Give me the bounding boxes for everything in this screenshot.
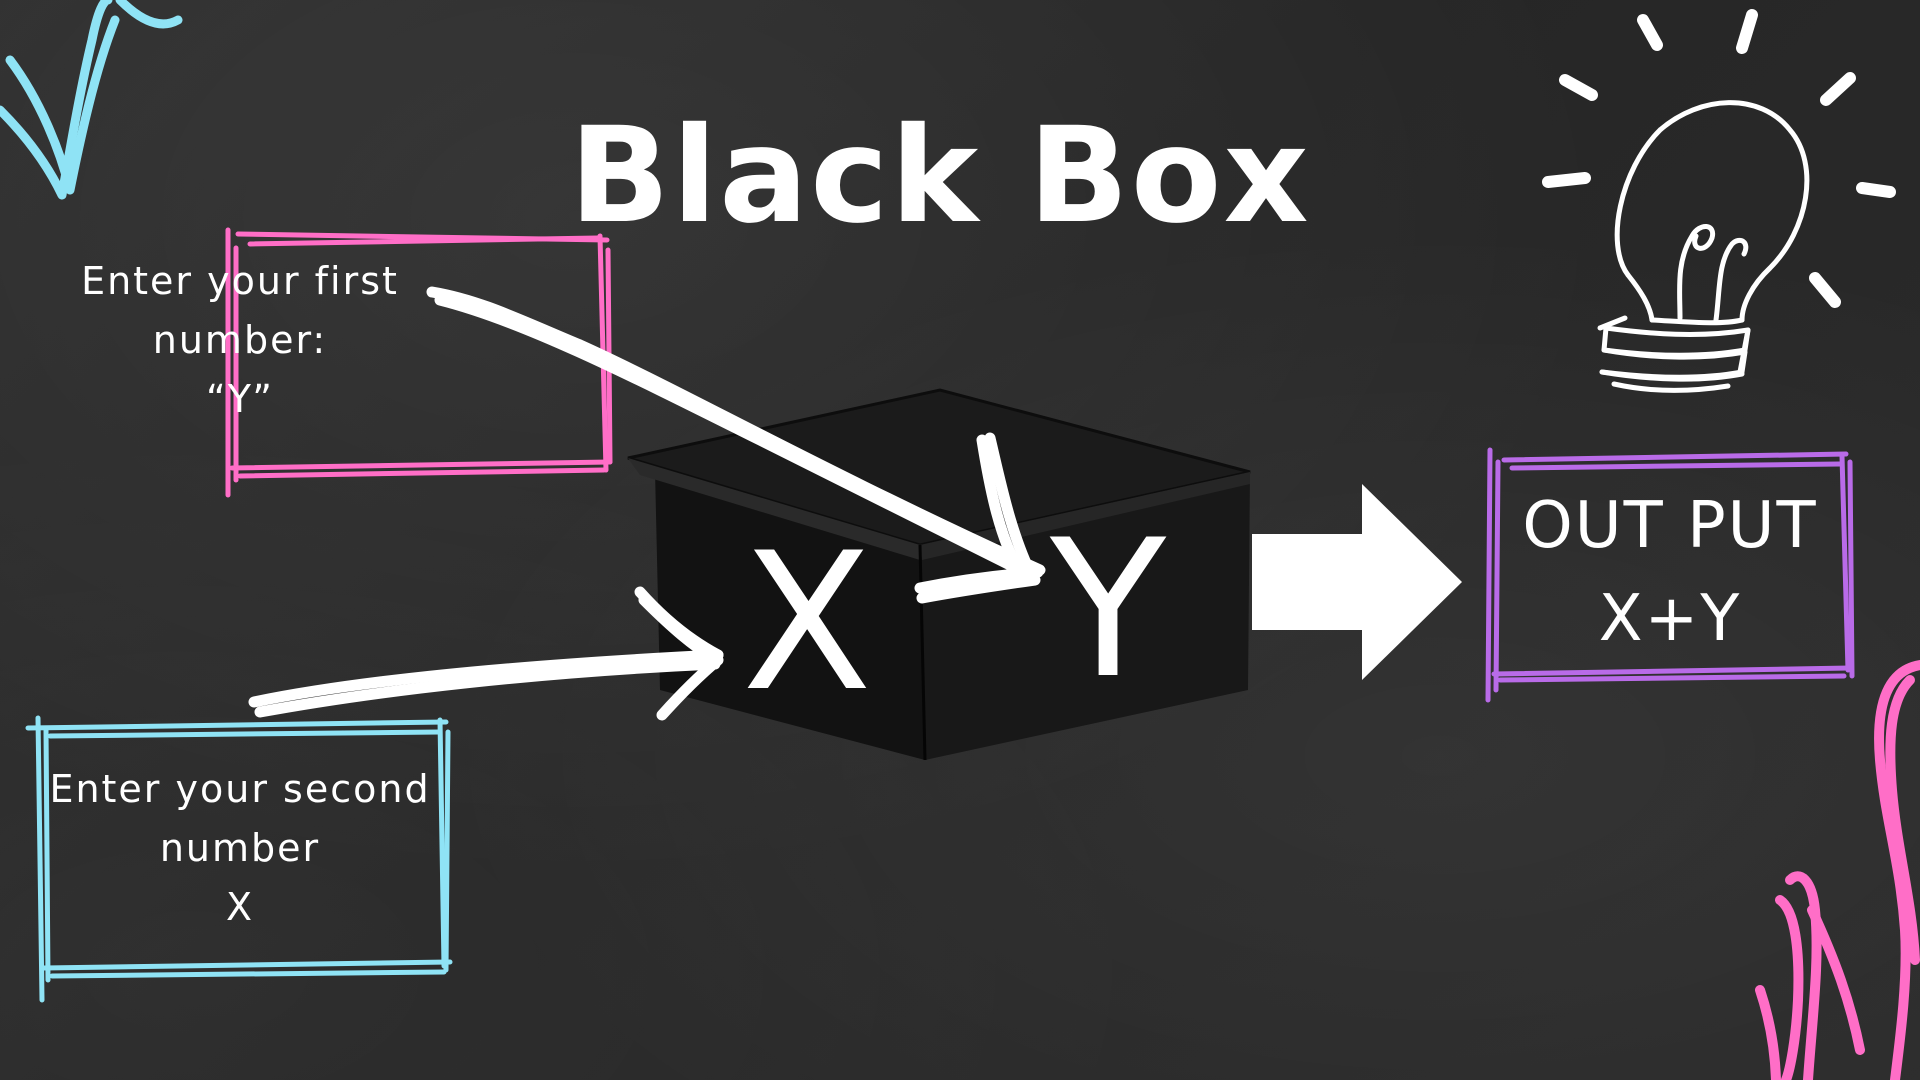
arrow-first-to-y: [426, 286, 1046, 604]
lightbulb-icon: [1597, 100, 1810, 393]
box-label-x: X: [742, 512, 873, 733]
output-line2: X+Y: [1598, 581, 1742, 656]
output-box: [1485, 447, 1855, 703]
arrow-right-icon: [1252, 484, 1462, 680]
scribble-bottom-right: [1755, 660, 1920, 1080]
first-input-label: Enter your first number: “Y”: [40, 252, 440, 429]
lightbulb-rays: [1542, 9, 1896, 308]
first-input-line3: “Y”: [206, 376, 274, 421]
second-input-box: [25, 715, 453, 1003]
second-input-line3: X: [225, 884, 255, 929]
output-label: OUT PUT X+Y: [1480, 480, 1860, 666]
arrow-second-to-x: [248, 586, 724, 721]
second-input-label: Enter your second number X: [40, 760, 440, 937]
page-title: Black Box: [569, 99, 1311, 253]
first-input-line1: Enter your first: [81, 259, 399, 303]
scribble-top-left: [0, 0, 183, 200]
first-input-line2: number:: [152, 317, 328, 362]
second-input-line2: number: [159, 825, 321, 870]
output-line1: OUT PUT: [1522, 489, 1818, 563]
second-input-line1: Enter your second: [49, 767, 431, 811]
box-label-y: Y: [1050, 499, 1167, 720]
